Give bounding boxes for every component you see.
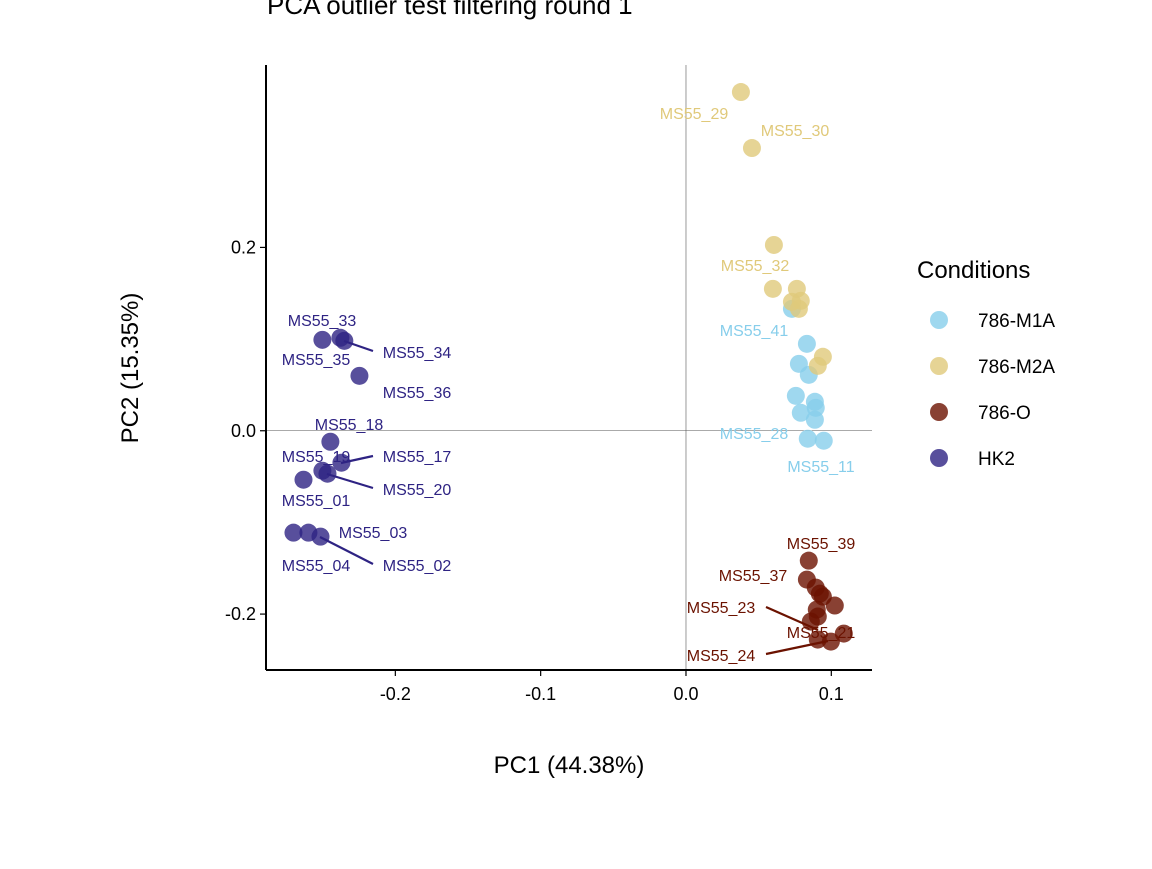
legend-key: [930, 311, 948, 329]
point-label: MS55_30: [761, 123, 830, 140]
data-point: [313, 330, 332, 349]
label-connector: [319, 536, 374, 565]
data-point: [834, 624, 853, 643]
data-point: [731, 83, 750, 102]
legend-key: [930, 357, 948, 375]
point-label: MS55_35: [282, 352, 351, 369]
data-point: [742, 139, 761, 158]
point-label: MS55_01: [282, 493, 351, 510]
label-connector: [765, 639, 829, 656]
label-connector: [343, 339, 374, 353]
data-point: [825, 596, 844, 615]
point-label: MS55_37: [719, 568, 788, 585]
data-point: [821, 632, 840, 651]
chart-title: PCA outlier test filtering round 1: [267, 0, 633, 20]
x-tick-label: -0.1: [525, 684, 556, 704]
data-point: [797, 334, 816, 353]
point-label: MS55_11: [787, 459, 854, 476]
point-label: MS55_20: [383, 482, 452, 499]
data-point: [798, 429, 817, 448]
data-point: [284, 523, 303, 542]
point-label: MS55_24: [687, 648, 756, 665]
data-point: [801, 612, 820, 631]
data-point: [294, 470, 313, 489]
point-label: MS55_21: [787, 625, 856, 642]
legend-key: [930, 449, 948, 467]
point-label: MS55_29: [660, 106, 729, 123]
label-connector: [340, 454, 374, 465]
legend-key: [930, 403, 948, 421]
x-tick-label: 0.0: [673, 684, 698, 704]
data-point: [786, 386, 805, 405]
legend-title: Conditions: [917, 257, 1030, 284]
legend-label: 786-O: [978, 403, 1031, 424]
label-connector: [326, 472, 374, 490]
point-label: MS55_17: [383, 449, 452, 466]
data-point: [814, 431, 833, 450]
x-tick-label: -0.2: [380, 684, 411, 704]
y-tick-label: -0.2: [225, 604, 256, 624]
point-label: MS55_04: [282, 558, 351, 575]
point-label: MS55_18: [315, 417, 384, 434]
point-label: MS55_41: [720, 323, 789, 340]
point-label: MS55_02: [383, 558, 452, 575]
data-point: [791, 403, 810, 422]
y-axis-label: PC2 (15.35%): [117, 293, 144, 444]
point-label: MS55_36: [383, 385, 452, 402]
x-tick-label: 0.1: [819, 684, 844, 704]
data-point: [764, 235, 783, 254]
point-label: MS55_03: [339, 525, 408, 542]
legend: Conditions 786-M1A 786-M2A 786-O HK2: [917, 257, 1055, 470]
legend-label: 786-M1A: [978, 311, 1055, 332]
point-label: MS55_28: [720, 426, 789, 443]
point-label: MS55_34: [383, 345, 452, 362]
data-point: [808, 356, 827, 375]
data-point: [805, 410, 824, 429]
x-axis-label: PC1 (44.38%): [494, 752, 645, 779]
data-point: [799, 551, 818, 570]
point-label: MS55_23: [687, 600, 756, 617]
data-point: [350, 366, 369, 385]
point-label: MS55_33: [288, 313, 357, 330]
point-label: MS55_39: [787, 536, 856, 553]
data-point: [763, 279, 782, 298]
data-point: [321, 432, 340, 451]
y-tick-label: 0.2: [231, 237, 256, 257]
plot-area: -0.2 -0.1 0.0 0.1 -0.2 0.0 0.2 MS55_29 MS55_30 MS…: [225, 65, 872, 704]
legend-label: HK2: [978, 449, 1015, 470]
y-tick-label: 0.0: [231, 421, 256, 441]
point-label: MS55_32: [721, 258, 790, 275]
label-connector: [765, 605, 819, 632]
legend-label: 786-M2A: [978, 357, 1055, 378]
point-label: MS55_19: [282, 449, 351, 466]
data-point: [789, 299, 808, 318]
